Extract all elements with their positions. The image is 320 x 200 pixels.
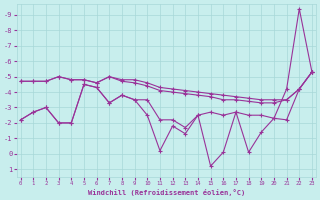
X-axis label: Windchill (Refroidissement éolien,°C): Windchill (Refroidissement éolien,°C) xyxy=(88,189,245,196)
